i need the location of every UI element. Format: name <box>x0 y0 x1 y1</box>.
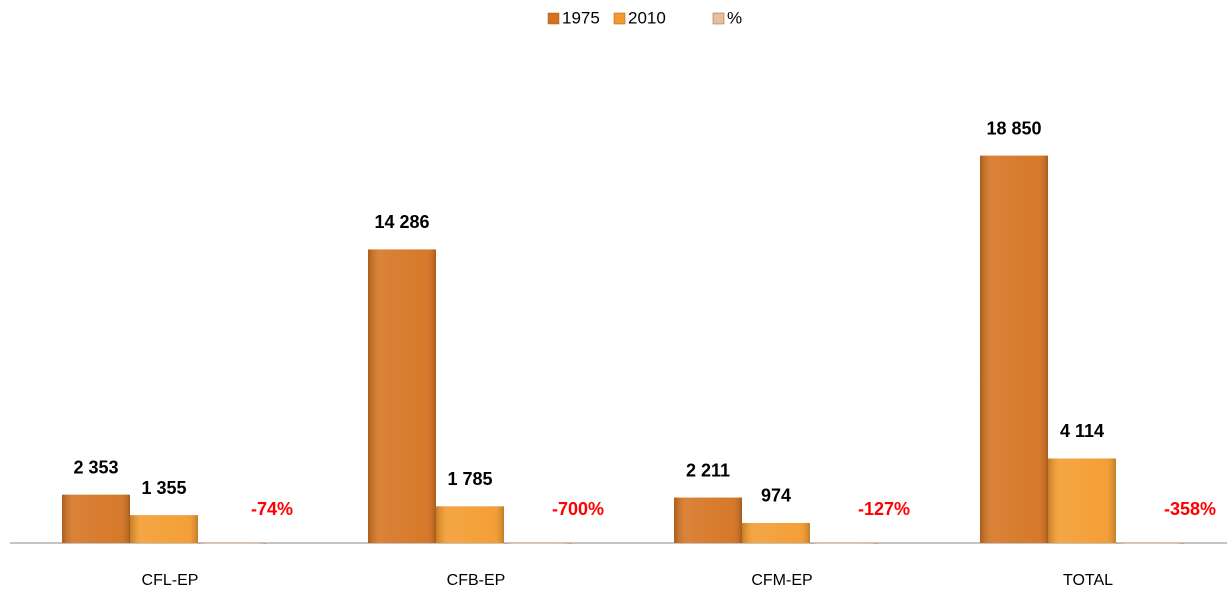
legend-label: 1975 <box>562 8 600 27</box>
legend-swatch <box>547 12 560 25</box>
legend-label: % <box>727 8 742 27</box>
data-label: 974 <box>761 486 791 506</box>
x-tick-label: CFL-EP <box>142 572 199 589</box>
bar <box>130 515 198 543</box>
x-tick-label: CFM-EP <box>751 572 812 589</box>
data-label: 18 850 <box>986 118 1041 138</box>
bar <box>980 155 1048 543</box>
data-label: 4 114 <box>1060 421 1104 441</box>
bar <box>742 522 810 543</box>
legend-swatch <box>712 12 725 25</box>
data-label: -358% <box>1164 499 1216 519</box>
data-label: 2 211 <box>686 460 730 480</box>
bar <box>1048 458 1116 543</box>
bar <box>62 494 130 543</box>
bar <box>674 497 742 543</box>
bar <box>1116 543 1184 544</box>
data-label: 14 286 <box>374 212 429 232</box>
data-label: 1 785 <box>447 469 492 489</box>
x-tick-label: TOTAL <box>1063 572 1113 589</box>
x-tick-label: CFB-EP <box>447 572 506 589</box>
data-label: 2 353 <box>73 457 118 477</box>
data-label: -700% <box>552 499 604 519</box>
bar <box>810 543 878 544</box>
bar <box>504 543 572 544</box>
legend-label: 2010 <box>628 8 666 27</box>
bar <box>368 249 436 543</box>
bar <box>198 543 266 544</box>
data-label: -74% <box>251 499 293 519</box>
legend-swatch <box>613 12 626 25</box>
data-label: -127% <box>858 499 910 519</box>
bar <box>436 506 504 543</box>
data-label: 1 355 <box>141 478 186 498</box>
